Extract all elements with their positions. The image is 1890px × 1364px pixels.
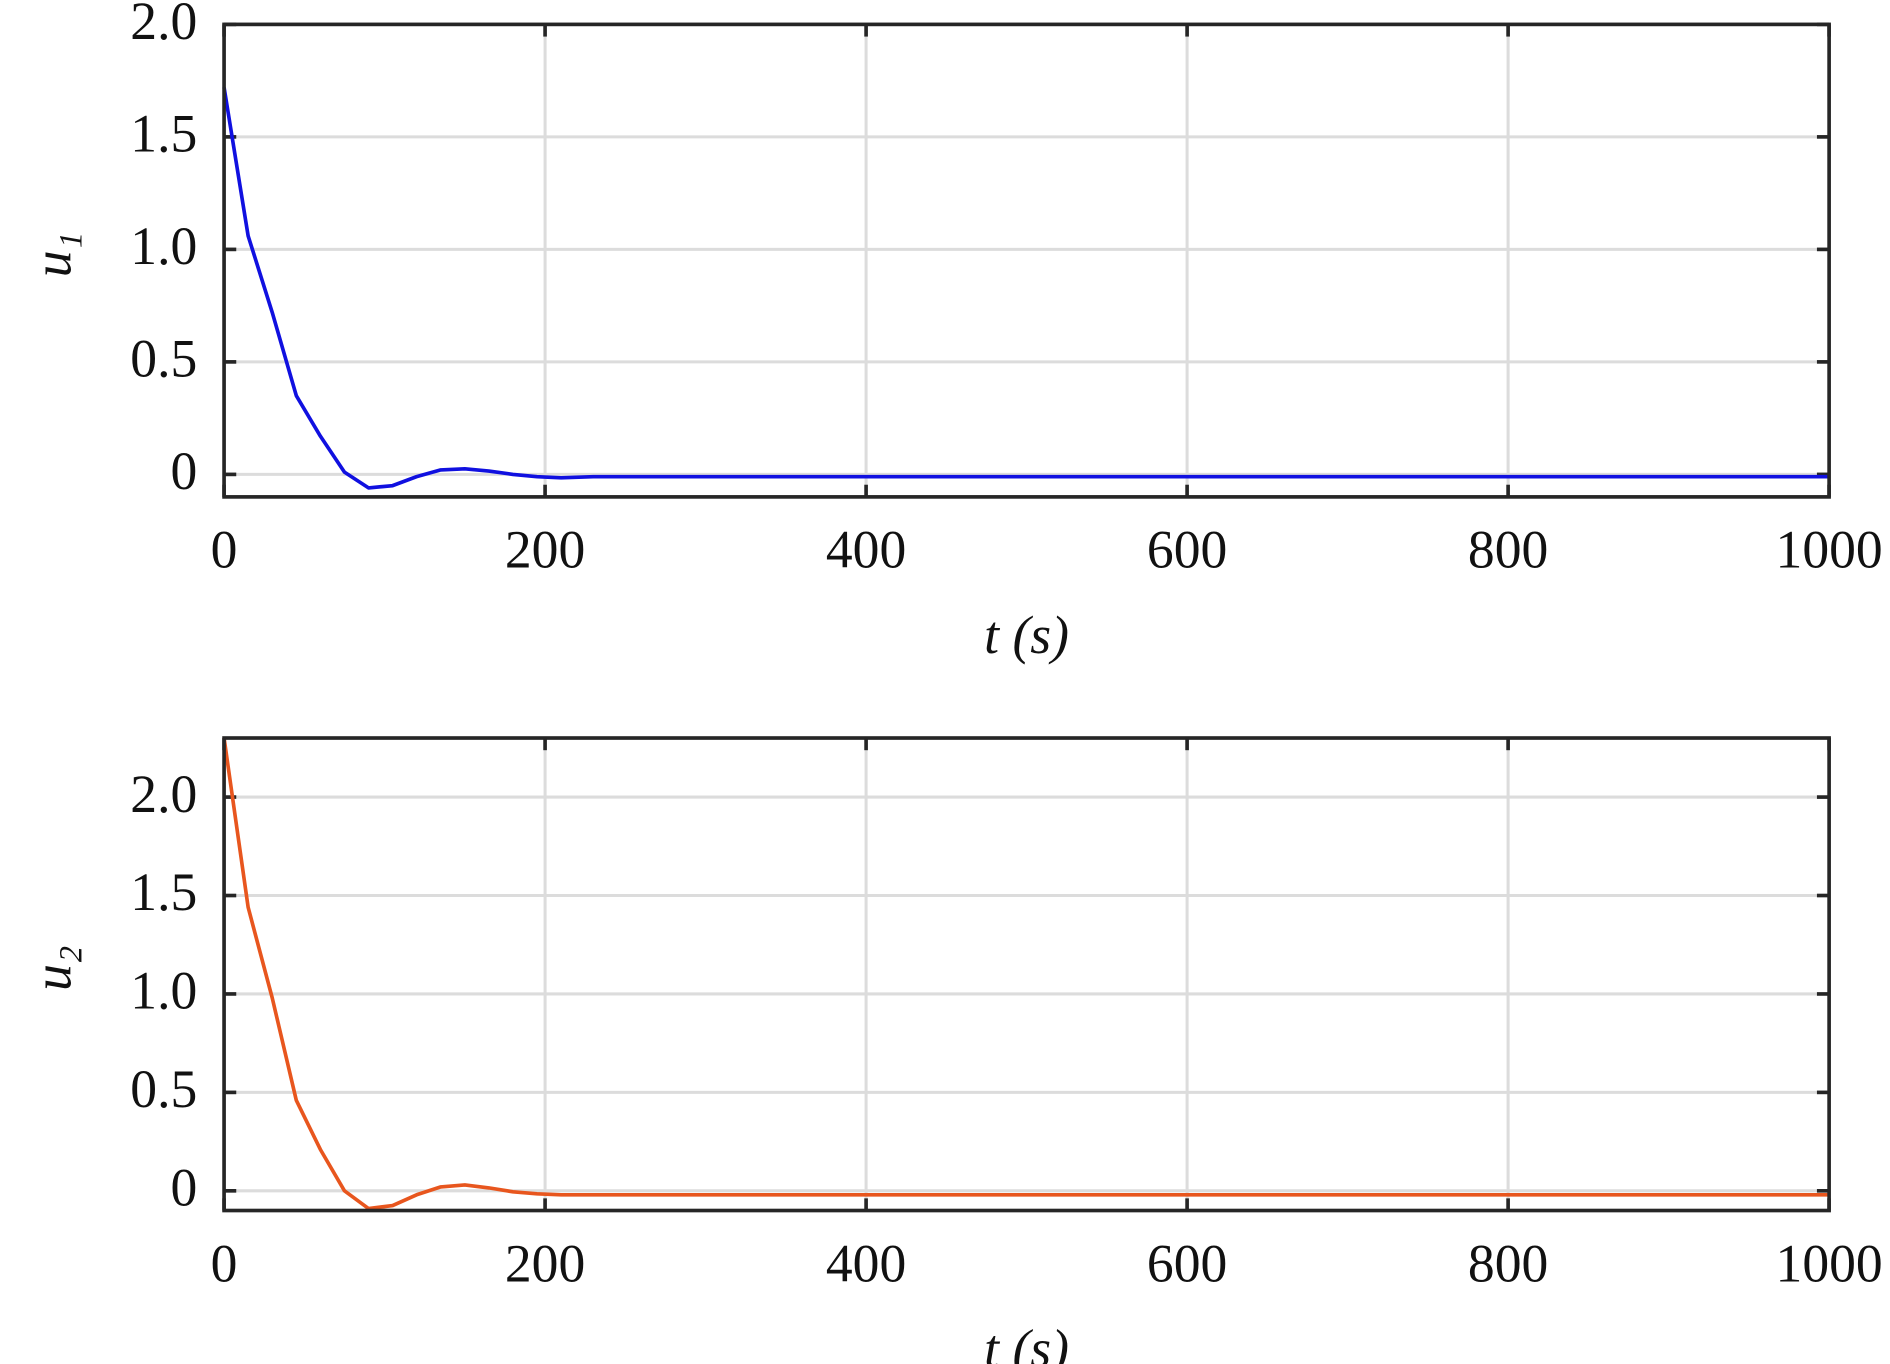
x-tick-label: 400	[826, 1233, 906, 1293]
subplot: 0 200 400 600 800 1000 0 0.5 1.0 1.5 2.0 t (s) u₁	[23, 0, 1883, 665]
y-tick-label: 0	[170, 441, 197, 501]
x-tick-label: 1000	[1776, 1233, 1883, 1293]
y-axis-label: u₂	[23, 945, 83, 990]
x-tick-label: 0	[211, 1233, 238, 1293]
x-axis-label: t (s)	[984, 605, 1069, 665]
y-axis-label: u₁	[23, 232, 83, 277]
x-axis-label: t (s)	[984, 1319, 1069, 1364]
x-tick-label: 200	[505, 1233, 585, 1293]
x-tick-label: 800	[1468, 520, 1548, 580]
y-tick-label: 0.5	[130, 1059, 197, 1119]
x-tick-label: 600	[1147, 520, 1227, 580]
y-tick-label: 2.0	[130, 0, 197, 51]
x-tick-label: 0	[211, 520, 238, 580]
y-tick-label: 2.0	[130, 764, 197, 824]
y-tick-label: 1.0	[130, 961, 197, 1021]
line-series	[222, 87, 1830, 490]
x-tick-label: 1000	[1776, 520, 1883, 580]
subplot: 0 200 400 600 800 1000 0 0.5 1.0 1.5 2.0 t (s) u₂	[23, 736, 1883, 1364]
x-tick-label: 600	[1147, 1233, 1227, 1293]
x-tick-label: 800	[1468, 1233, 1548, 1293]
y-tick-label: 0	[170, 1158, 197, 1218]
y-tick-label: 1.5	[130, 862, 197, 922]
x-tick-label: 400	[826, 520, 906, 580]
axes-box	[222, 736, 1831, 1213]
y-tick-label: 1.5	[130, 104, 197, 164]
line-series	[222, 737, 1830, 1211]
axes-box	[222, 22, 1831, 499]
x-tick-label: 200	[505, 520, 585, 580]
y-tick-label: 0.5	[130, 329, 197, 389]
y-tick-label: 1.0	[130, 216, 197, 276]
